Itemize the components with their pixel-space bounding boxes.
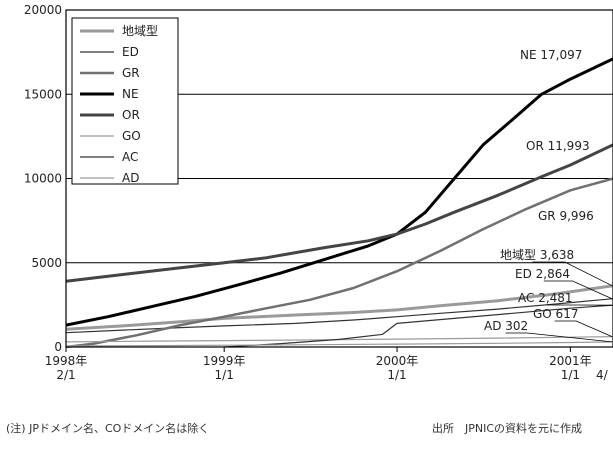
series-line-2 [65, 177, 613, 349]
series-line-5 [65, 336, 613, 343]
series-line-7 [65, 341, 613, 347]
legend-label: AD [122, 171, 139, 185]
legend-label: 地域型 [122, 24, 158, 38]
series-lines [65, 57, 613, 349]
y-tick-label: 0 [54, 340, 62, 354]
x-tick-year: 1999年 [203, 354, 246, 368]
end-label: 地域型 3,638 [500, 248, 574, 262]
end-label: AC 2,481 [518, 291, 573, 305]
series-line-4 [65, 143, 613, 283]
series-line-3 [65, 57, 613, 327]
series-line-6 [224, 304, 613, 348]
end-label: ED 2,864 [515, 267, 570, 281]
end-value-labels: NE 17,097 OR 11,993 GR 9,996 地域型 3,638 ED 2,… [484, 48, 613, 343]
y-tick-label: 5000 [31, 256, 62, 270]
y-tick-label: 10000 [24, 172, 62, 186]
plot-frame [65, 9, 613, 348]
end-label: AD 302 [484, 319, 528, 333]
x-tick-year: 2001年 [549, 354, 592, 368]
x-tick-date: 1/1 [561, 368, 580, 382]
x-tick-year: 1998年 [45, 354, 88, 368]
x-tick-year: 2000年 [376, 354, 419, 368]
legend: 地域型 ED GR NE OR GO AC AD [71, 17, 179, 185]
leader-line [554, 320, 613, 337]
legend-label: AC [122, 150, 138, 164]
end-label: GR 9,996 [538, 209, 594, 223]
y-axis-ticks: 0 5000 10000 15000 20000 [24, 3, 62, 354]
end-label: OR 11,993 [526, 139, 590, 153]
y-tick-label: 15000 [24, 87, 62, 101]
legend-label: GO [122, 129, 141, 143]
legend-label: OR [122, 108, 140, 122]
leader-line [532, 261, 613, 287]
legend-label: ED [122, 45, 139, 59]
end-label: NE 17,097 [520, 48, 582, 62]
series-line-0 [65, 284, 613, 331]
legend-label: GR [122, 66, 140, 80]
footnote: (注) JPドメイン名、COドメイン名は除く [6, 422, 210, 435]
x-tick-date: 1/1 [387, 368, 406, 382]
leader-line [505, 332, 613, 343]
x-tick-date: 2/1 [56, 368, 75, 382]
y-tick-label: 20000 [24, 3, 62, 17]
legend-label: NE [122, 87, 139, 101]
x-end-label: 4/ [596, 368, 609, 382]
source-note: 出所 JPNICの資料を元に作成 [432, 422, 583, 435]
end-label: GO 617 [533, 307, 578, 321]
x-tick-date: 1/1 [215, 368, 234, 382]
legend-box [71, 17, 179, 185]
leader-line [543, 280, 613, 300]
